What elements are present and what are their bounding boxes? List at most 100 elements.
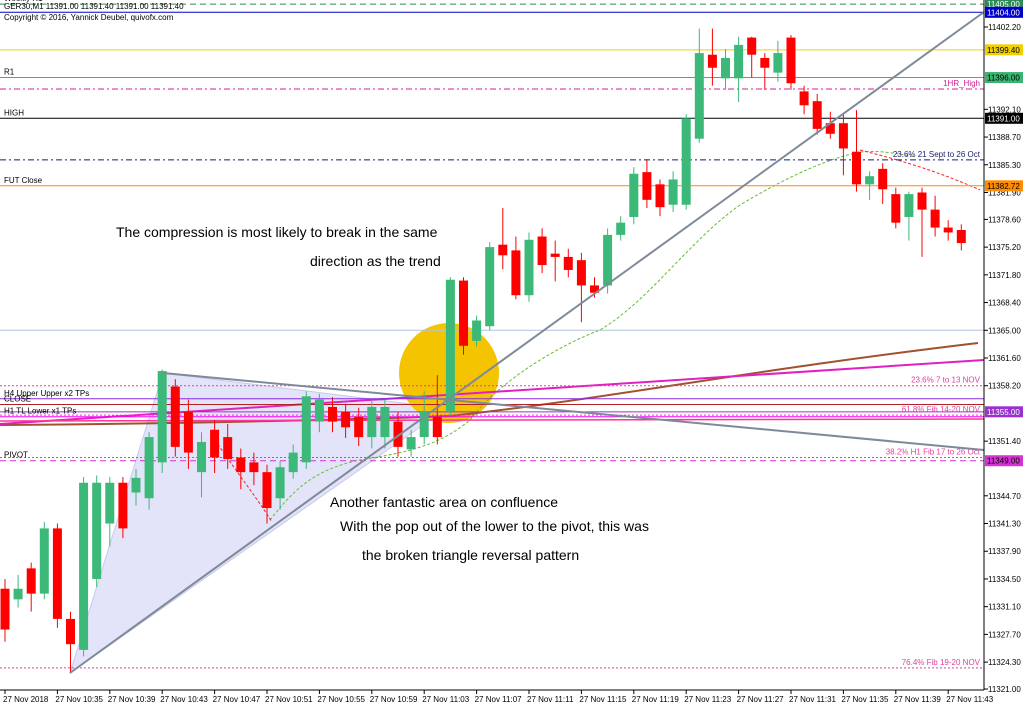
level-price-box [985,6,1023,18]
level-price-label: 11349.00 [987,457,1020,466]
candle-body [380,406,390,438]
candle-body [642,172,652,200]
candle-body [459,280,468,346]
y-tick-label: 11324.30 [988,658,1021,667]
candle-body [707,54,717,68]
candle-body [576,260,586,286]
level-name: 23.6% 21 Sept to 26 Oct [893,150,981,159]
level-name: H1 TL Lower x1 TPs [4,407,76,416]
y-tick-label: 11388.70 [988,133,1021,142]
x-tick-label: 27 Nov 11:39 [894,695,942,704]
x-tick-label: 27 Nov 10:59 [370,695,418,704]
trend-line [69,11,985,674]
candle-body [223,437,233,460]
level-price-box [985,455,1023,467]
y-tick-label: 11344.70 [988,492,1021,501]
x-tick-label: 27 Nov 10:39 [108,695,156,704]
candle-body [406,437,416,450]
annotation: Another fantastic area on confluence [330,494,558,510]
level-name: 76.4% Fib 19-20 NOV [902,658,981,667]
copyright: Copyright © 2016, Yannick Deubel, quivof… [4,13,174,22]
candle-body [144,437,154,499]
level-price-label: 11405.00 [987,0,1020,9]
y-tick-label: 11381.90 [988,188,1021,197]
candle-body [773,53,783,73]
annotation: the broken triangle reversal pattern [362,547,579,563]
candle-body [760,57,770,68]
candle-body [92,482,102,579]
candle-body [197,441,206,473]
trend-lines [69,11,985,674]
candle-body [341,411,351,428]
candle-body [66,618,75,645]
time-axis-area [0,690,1024,709]
candle-body [603,234,613,286]
candle-body [393,421,403,447]
level-price-label: 11399.40 [987,46,1020,55]
level-price-label: 11404.00 [987,8,1020,17]
candle-body [118,482,128,529]
y-tick-label: 11341.30 [988,520,1021,529]
candle-body [26,568,36,594]
y-tick-label: 11402.20 [988,23,1021,32]
x-tick-label: 27 Nov 11:07 [475,695,523,704]
y-tick-label: 11392.10 [988,105,1021,114]
candle-body [865,176,875,185]
x-tick-label: 27 Nov 11:23 [684,695,732,704]
candle-body [170,386,180,447]
x-tick-label: 27 Nov 11:11 [527,695,574,704]
level-name: Weekly R1 [4,0,43,3]
level-price-label: 11391.00 [987,114,1020,123]
candle-body [956,230,966,244]
candle-body [891,194,901,223]
y-tick-label: 11375.20 [988,243,1021,252]
x-tick-label: 27 Nov 10:55 [317,695,365,704]
y-tick-label: 11351.40 [988,437,1021,446]
candle-body [511,250,521,296]
candle-body [852,151,861,185]
candle-body [445,279,455,412]
x-tick-label: 27 Nov 11:35 [841,695,889,704]
candle-body [878,168,888,190]
candle-body [236,457,246,473]
level-name: 23.6% 7 to 13 NOV [911,376,981,385]
candle-body [616,222,626,235]
candle-body [485,247,495,327]
candle-body [262,472,272,509]
candle-body [563,256,573,270]
x-tick-label: 27 Nov 11:31 [789,695,837,704]
candle-body [799,91,809,106]
candle-body [275,467,285,499]
candle-body [79,482,89,650]
candle-body [52,528,62,619]
candle-body [655,184,665,208]
candle-body [734,44,744,79]
candle-body [917,192,927,210]
y-tick-label: 11331.10 [988,603,1021,612]
level-name: CLOSE [4,394,31,403]
candle-body [537,236,547,266]
candle-body [590,285,599,293]
level-name: R1 [4,68,15,77]
candle-body [838,123,848,149]
candle-body [183,411,193,453]
level-price-label: 11396.00 [987,74,1020,83]
x-tick-label: 27 Nov 10:43 [160,695,208,704]
level-price-box [985,0,1023,10]
level-price-box [985,406,1023,418]
candle-body [39,528,49,594]
y-tick-label: 11321.00 [988,685,1021,694]
level-name: 61.8% Fib 14-20 NOV [902,405,981,414]
candle-body [681,118,691,205]
level-price-box [985,44,1023,56]
candle-body [930,209,940,228]
level-name: FUT Close [4,176,43,185]
candle-body [301,396,311,463]
candle-body [210,429,220,458]
y-tick-label: 11337.90 [988,547,1021,556]
y-tick-label: 11371.80 [988,271,1021,280]
candle-body [943,227,953,233]
